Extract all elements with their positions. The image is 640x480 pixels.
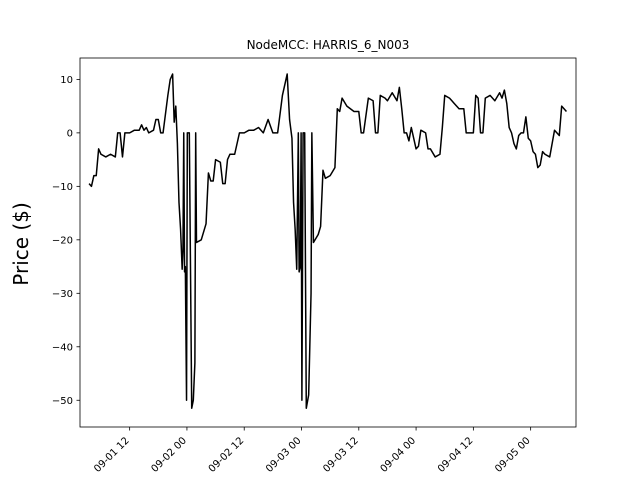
y-axis-label: Price ($) [9,202,33,285]
chart-title: NodeMCC: HARRIS_6_N003 [247,38,410,52]
y-tick-label: −50 [52,396,73,407]
series-line-1 [88,73,568,410]
y-tick-label: −20 [52,235,73,246]
y-axis: 10 0 −10 −20 −30 −40 −50 [52,75,80,407]
y-tick-label: −10 [52,182,73,193]
plot-area [88,73,568,410]
y-tick-label: −30 [52,289,73,300]
y-tick-label: 10 [60,75,73,86]
plot-frame [79,57,577,428]
y-tick-label: 0 [67,128,73,139]
y-tick-label: −40 [52,342,73,353]
